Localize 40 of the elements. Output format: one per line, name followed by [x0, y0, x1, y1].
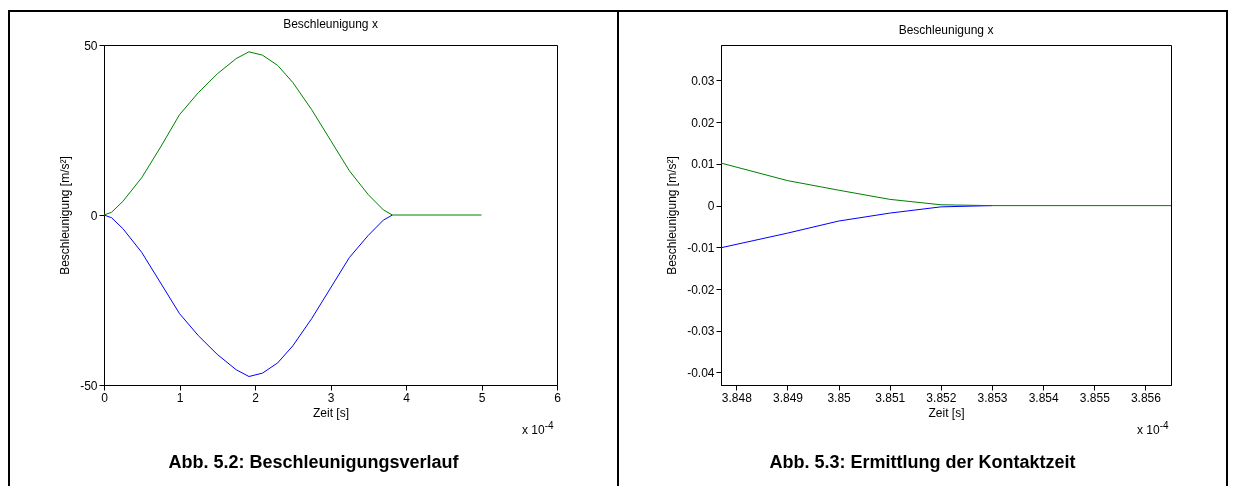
- x-tick-label: 0: [101, 390, 109, 405]
- y-tick-label: -0.01: [687, 240, 715, 255]
- x-tick-label: 3.85: [827, 390, 852, 405]
- x-tick-label: 3.851: [875, 390, 906, 405]
- x-tick-label: 3.856: [1130, 390, 1162, 405]
- x-tick-label: 3.853: [977, 390, 1008, 405]
- chart-title: Beschleunigung x: [898, 23, 994, 37]
- y-axis-title: Beschleunigung [m/s²]: [665, 156, 680, 275]
- caption: Abb. 5.3: Ermittlung der Kontaktzeit: [768, 452, 1077, 473]
- caption: Abb. 5.2: Beschleunigungsverlauf: [167, 452, 460, 473]
- y-tick-label: 0: [90, 208, 98, 223]
- y-tick-label: 0.03: [691, 73, 715, 88]
- x-tick-label: 5: [478, 390, 486, 405]
- chart-title: Beschleunigung x: [283, 17, 378, 31]
- line-series: [104, 51, 482, 216]
- x-axis-title: Zeit [s]: [312, 405, 350, 420]
- x-tick-label: 3.849: [772, 390, 804, 405]
- x-tick-label: 2: [252, 390, 260, 405]
- y-tick-label: -50: [80, 378, 98, 393]
- x-tick-label: 1: [176, 390, 184, 405]
- y-tick-label: -0.02: [687, 282, 715, 297]
- y-tick-label: -0.04: [687, 365, 715, 380]
- x-tick-label: 3: [327, 390, 335, 405]
- text: x 10$^{-4}$: [522, 420, 554, 437]
- y-axis-title: Beschleunigung [m/s²]: [58, 156, 73, 275]
- y-tick-label: 50: [84, 38, 98, 53]
- x-axis-title: Zeit [s]: [928, 405, 965, 420]
- line-series: [104, 214, 393, 377]
- x-tick-label: 3.852: [926, 390, 957, 405]
- x-tick-label: 4: [403, 390, 411, 405]
- y-tick-label: 0.01: [691, 157, 715, 172]
- x-tick-label: 3.855: [1079, 390, 1111, 405]
- y-tick-label: -0.03: [687, 324, 715, 339]
- x-tick-label: 6: [554, 390, 562, 405]
- x-tick-label: 3.854: [1028, 390, 1059, 405]
- y-tick-label: 0.02: [691, 115, 715, 130]
- y-tick-label: 0: [707, 199, 715, 214]
- line-series: [721, 162, 1171, 207]
- text: x 10$^{-4}$: [1137, 420, 1169, 437]
- x-tick-label: 3.848: [721, 390, 753, 405]
